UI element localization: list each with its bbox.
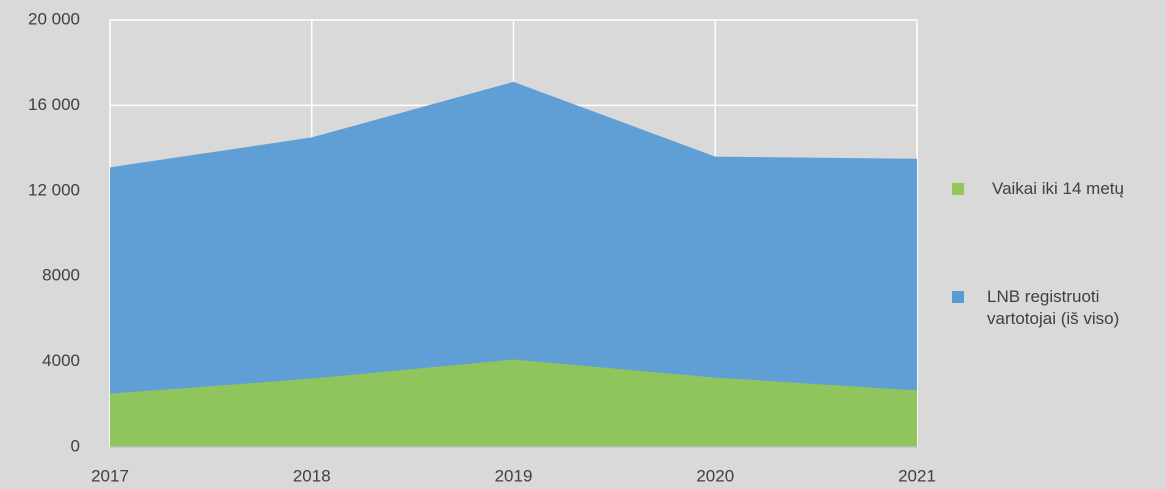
y-tick-label: 0 [71, 436, 80, 455]
area [110, 81, 917, 447]
legend-label: LNB registruoti vartotojai (iš viso) [987, 287, 1120, 328]
area [110, 359, 917, 447]
legend-swatch [952, 183, 964, 195]
y-tick-label: 12 000 [28, 180, 80, 199]
x-tick-label: 2019 [495, 466, 533, 485]
x-tick-label: 2021 [898, 466, 936, 485]
y-tick-label: 16 000 [28, 95, 80, 114]
x-tick-label: 2017 [91, 466, 129, 485]
y-tick-label: 8000 [42, 266, 80, 285]
y-tick-label: 20 000 [28, 9, 80, 28]
y-tick-label: 4000 [42, 351, 80, 370]
legend-label: Vaikai iki 14 metų [992, 179, 1124, 198]
x-tick-label: 2020 [696, 466, 734, 485]
legend-swatch [952, 291, 964, 303]
x-tick-label: 2018 [293, 466, 331, 485]
